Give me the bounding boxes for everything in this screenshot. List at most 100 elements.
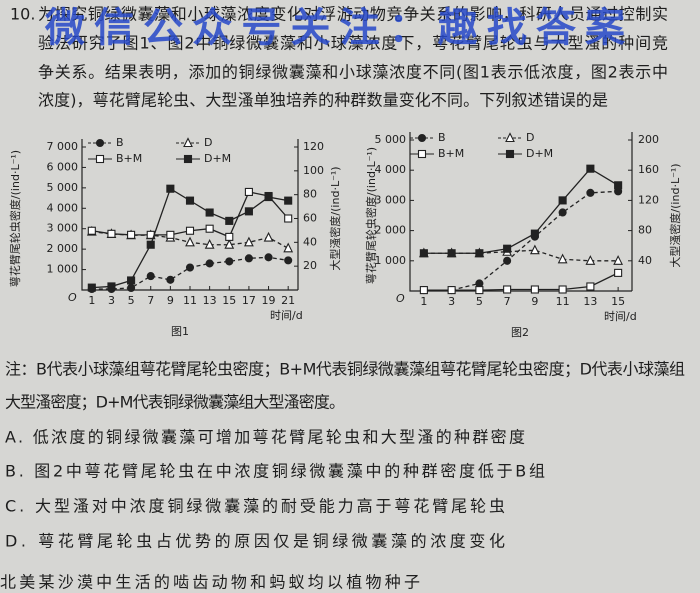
data-point (204, 238, 215, 249)
data-point (225, 232, 234, 241)
x-tick-label: 15 (611, 295, 625, 308)
data-point (224, 238, 235, 249)
data-point (205, 208, 214, 217)
data-point (475, 249, 484, 258)
x-tick-label: 1 (420, 295, 427, 308)
x-axis-label: 时间/d (270, 309, 303, 322)
data-point (447, 286, 456, 295)
x-tick-label: 11 (183, 294, 197, 307)
data-point (244, 207, 253, 216)
question-line: 为探究铜绿微囊藻和小球藻浓度变化对浮游动物竞争关系的影响，科研人员通过控制实 (38, 5, 668, 24)
x-tick-label: 21 (281, 294, 295, 307)
data-point (585, 255, 596, 265)
y2-tick-label: 40 (638, 254, 652, 267)
data-point (244, 254, 253, 263)
question-number: 10. (10, 5, 35, 24)
data-point (264, 193, 273, 202)
x-tick-label: 17 (242, 294, 256, 307)
data-point (529, 244, 540, 255)
data-point (586, 164, 595, 173)
legend-label: D (526, 131, 534, 144)
legend-label: D+M (526, 147, 553, 160)
series-line (423, 167, 619, 254)
data-point (586, 282, 595, 291)
data-point (185, 236, 195, 247)
data-point (166, 275, 175, 284)
legend-marker (95, 138, 105, 148)
legend-label: D (204, 136, 212, 149)
y-axis-label: 萼花臂尾轮虫密度/(ind·L⁻¹) (364, 147, 378, 284)
data-point (475, 286, 484, 295)
x-tick-label: 7 (147, 294, 154, 307)
data-point (87, 226, 96, 235)
data-point (225, 216, 234, 225)
legend-label: D+M (204, 152, 231, 165)
x-tick-label: 1 (88, 294, 95, 307)
y2-tick-label: 20 (303, 259, 317, 272)
axes (409, 132, 633, 292)
y2-tick-label: 60 (303, 212, 317, 225)
data-point (263, 231, 274, 242)
legend-marker (95, 154, 105, 164)
data-point (166, 184, 175, 193)
data-point (419, 249, 428, 258)
y2-tick-label: 120 (303, 140, 324, 153)
data-point (503, 244, 512, 253)
data-point (530, 285, 539, 294)
series-line (423, 249, 619, 262)
y2-axis-label: 大型溞密度/(ind·L⁻¹) (668, 163, 682, 267)
y2-tick-label: 80 (303, 188, 317, 201)
y-tick-label: 7 000 (47, 140, 79, 153)
y-tick-label: 2 000 (375, 224, 407, 237)
legend-label: B+M (438, 147, 464, 160)
data-point (205, 259, 214, 268)
x-tick-label: 5 (128, 294, 135, 307)
note-line: 大型溞密度；D+M代表铜绿微囊藻组大型溞密度。 (5, 393, 345, 412)
option: D. 萼花臂尾轮虫占优势的原因仅是铜绿微囊藻的浓度变化 (5, 532, 505, 551)
y2-tick-label: 160 (638, 163, 659, 176)
legend-marker (183, 137, 193, 148)
x-tick-label: 13 (583, 295, 597, 308)
x-tick-label: 3 (448, 295, 455, 308)
data-point (284, 196, 293, 205)
data-point (127, 283, 136, 293)
legend-label: B (438, 131, 446, 144)
legend-marker (417, 149, 427, 159)
legend-label: B (116, 136, 124, 149)
data-point (87, 283, 96, 292)
y-axis-label: 萼花臂尾轮虫密度/(ind·L⁻¹) (8, 150, 22, 287)
legend-marker (505, 149, 515, 159)
data-point (558, 196, 567, 205)
data-point (185, 226, 195, 235)
question-line: 争关系。结果表明，添加的铜绿微囊藻和小球藻浓度不同(图1表示低浓度，图2表示中 (38, 63, 668, 82)
data-point (284, 214, 293, 223)
option: C. 大型溞对中浓度铜绿微囊藻的耐受能力高于萼花臂尾轮虫 (5, 497, 505, 516)
data-point (419, 286, 428, 295)
y2-tick-label: 80 (638, 224, 652, 237)
y2-tick-label: 100 (303, 164, 324, 177)
data-point (244, 187, 253, 196)
legend-marker (417, 133, 427, 143)
option: A. 低浓度的铜绿微囊藻可增加萼花臂尾轮虫和大型溞的种群密度 (5, 428, 525, 447)
data-point (558, 285, 567, 294)
data-point (146, 240, 155, 249)
legend-label: B+M (116, 152, 142, 165)
x-tick-label: 13 (203, 294, 217, 307)
y-tick-label: 5 000 (47, 181, 79, 194)
data-point (127, 276, 136, 285)
data-point (146, 272, 155, 281)
data-point (225, 257, 234, 266)
data-point (264, 253, 273, 262)
origin-label: O (68, 291, 77, 304)
data-point (107, 282, 116, 291)
x-axis-label: 时间/d (604, 310, 637, 323)
y-tick-label: 4 000 (375, 163, 407, 176)
data-point (503, 256, 512, 265)
y-tick-label: 6 000 (47, 160, 79, 173)
y-tick-label: 2 000 (47, 242, 79, 255)
series-line (423, 272, 619, 291)
figure-caption: 图2 (511, 326, 529, 339)
data-point (614, 181, 623, 190)
